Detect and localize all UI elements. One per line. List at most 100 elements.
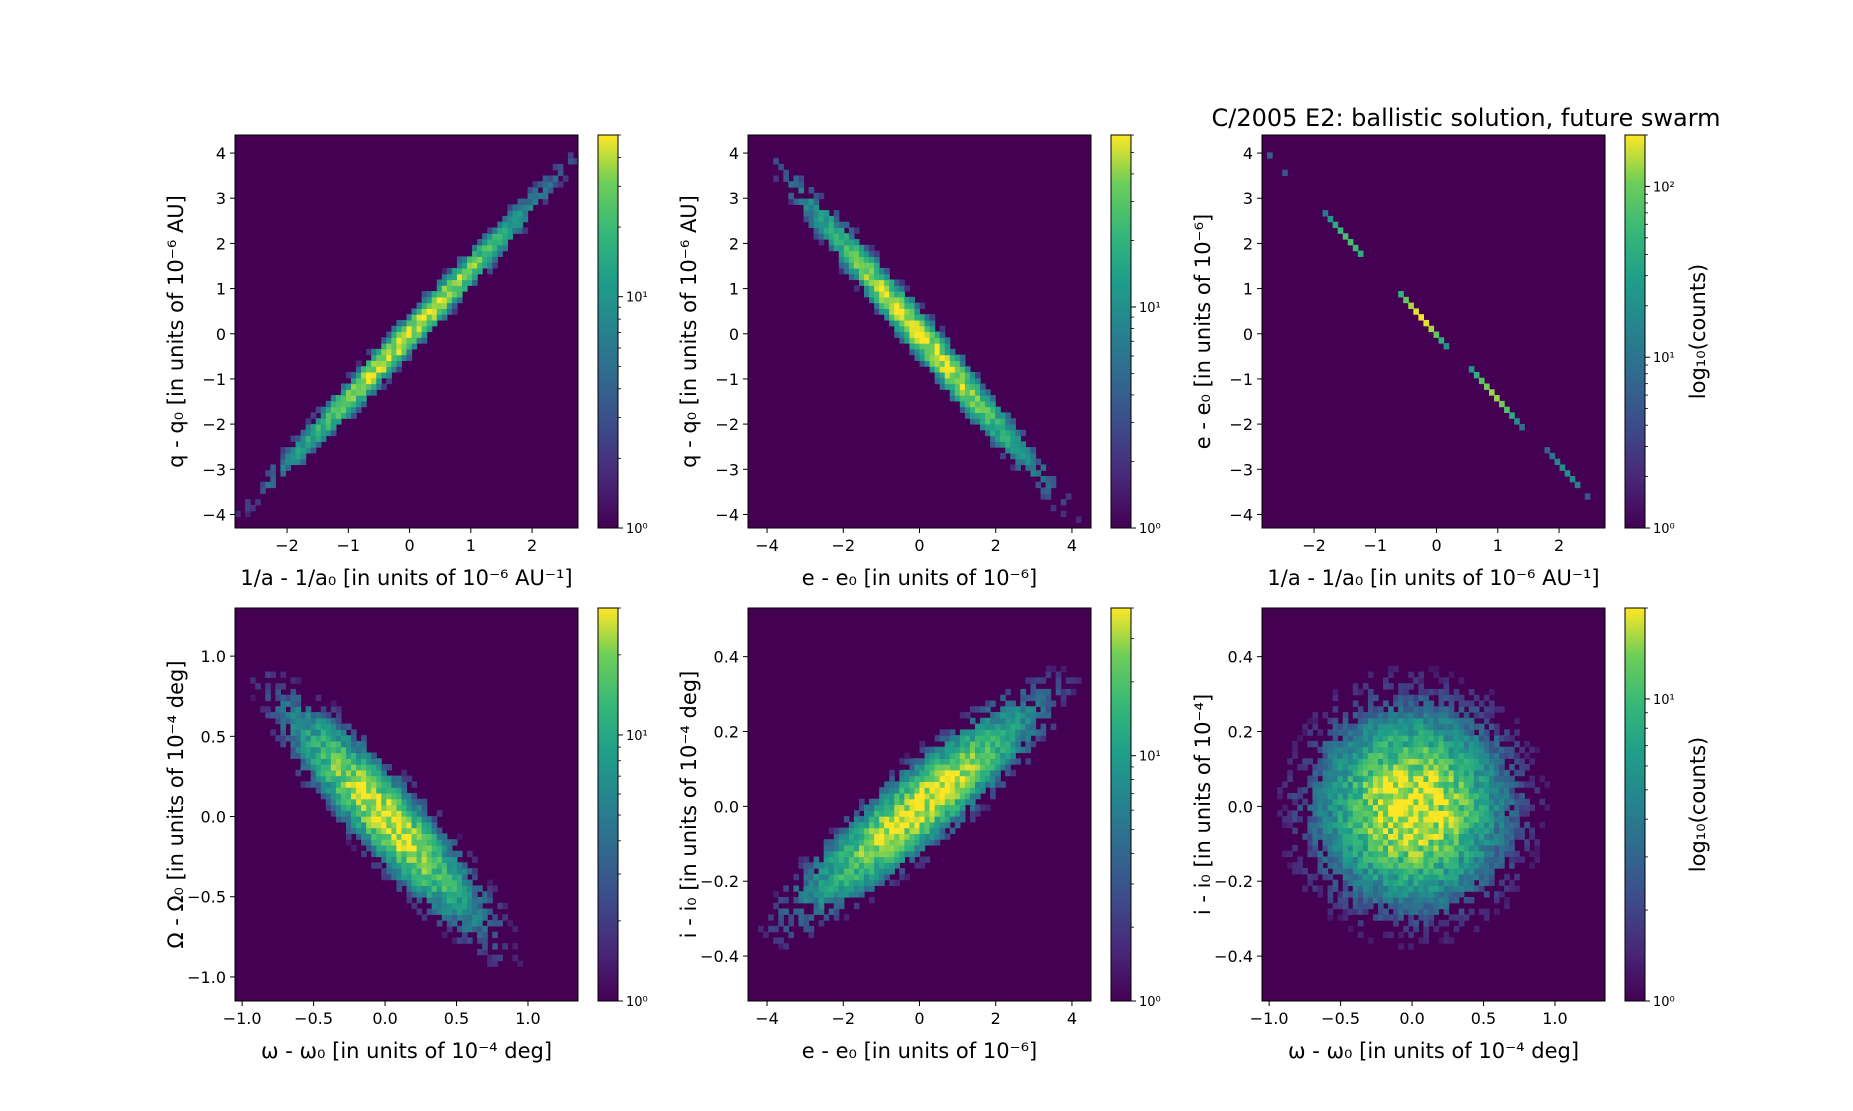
density-cell: [295, 452, 302, 460]
density-cell: [874, 256, 880, 263]
density-cell: [1337, 775, 1344, 782]
density-cell: [1388, 781, 1394, 788]
density-cell: [914, 850, 921, 858]
density-cell: [1352, 816, 1359, 823]
density-cell: [929, 839, 936, 846]
density-cell: [934, 354, 941, 361]
density-cell: [381, 821, 387, 829]
density-cell: [914, 816, 921, 823]
density-cell: [461, 868, 468, 875]
density-cell: [1000, 712, 1006, 719]
y-axis-label: q - q₀ [in units of 10⁻⁶ AU]: [164, 195, 188, 468]
density-cell: [381, 810, 387, 817]
density-cell: [1312, 769, 1319, 777]
density-cell: [351, 775, 357, 782]
density-cell: [1342, 862, 1349, 869]
density-cell: [1453, 879, 1460, 887]
density-cell: [1494, 752, 1500, 759]
colorbar-tick-label: 10²: [1653, 180, 1675, 195]
density-cell: [477, 885, 483, 892]
density-cell: [1463, 821, 1470, 829]
density-cell: [990, 758, 996, 765]
density-cell: [356, 366, 362, 373]
density-cell: [954, 792, 961, 800]
density-cell: [1312, 712, 1319, 719]
density-cell: [1423, 827, 1430, 834]
density-cell: [340, 406, 347, 414]
x-tick-label: −2: [275, 536, 299, 555]
density-cell: [899, 856, 905, 863]
density-cell: [1030, 677, 1037, 684]
density-cell: [1453, 827, 1460, 834]
density-cell: [1372, 850, 1379, 858]
density-cell: [1403, 775, 1409, 782]
y-tick-label: −2: [202, 415, 226, 434]
density-cell: [944, 337, 951, 344]
density-cell: [305, 740, 312, 748]
density-cell: [995, 729, 1001, 736]
density-cell: [1332, 729, 1339, 736]
density-cell: [899, 850, 905, 858]
density-cell: [995, 746, 1001, 754]
density-cell: [1287, 775, 1293, 782]
density-cell: [1337, 850, 1344, 858]
density-cell: [361, 816, 367, 823]
density-cell: [1327, 764, 1334, 771]
density-cell: [974, 787, 981, 794]
density-cell: [974, 792, 981, 800]
density-cell: [1327, 862, 1334, 869]
density-cell: [472, 873, 478, 881]
density-cell: [808, 896, 815, 904]
density-cell: [1383, 914, 1389, 921]
density-cell: [330, 723, 337, 730]
density-cell: [884, 850, 890, 858]
density-cell: [421, 810, 428, 817]
density-cell: [421, 844, 428, 852]
density-cell: [1383, 931, 1389, 939]
density-cell: [1383, 787, 1389, 794]
density-cell: [808, 931, 815, 939]
density-cell: [919, 302, 926, 309]
density-cell: [990, 700, 996, 707]
y-tick-label: 0: [1243, 325, 1253, 344]
density-cell: [330, 798, 337, 806]
density-cell: [361, 758, 367, 765]
density-cell: [411, 827, 418, 834]
density-cell: [401, 827, 408, 834]
density-cell: [1332, 827, 1339, 834]
density-cell: [1383, 827, 1389, 834]
density-cell: [1000, 706, 1006, 713]
density-cell: [477, 239, 483, 246]
density-cell: [1015, 758, 1021, 765]
density-cell: [1342, 816, 1349, 823]
density-cell: [1418, 758, 1425, 765]
density-cell: [1035, 688, 1042, 696]
density-cell: [1287, 792, 1293, 800]
density-cell: [396, 821, 403, 829]
density-cell: [818, 920, 825, 927]
density-cell: [1448, 769, 1455, 777]
density-cell: [1337, 781, 1344, 788]
density-cell: [1367, 891, 1374, 898]
density-cell: [1483, 746, 1490, 754]
density-cell: [944, 758, 951, 765]
density-cell: [335, 729, 342, 736]
density-cell: [245, 504, 251, 512]
density-cell: [1398, 717, 1404, 725]
density-cell: [1357, 758, 1364, 765]
density-cell: [285, 700, 292, 707]
density-cell: [1418, 781, 1425, 788]
density-cell: [1352, 688, 1359, 696]
density-cell: [924, 343, 931, 350]
density-cell: [959, 740, 966, 748]
density-cell: [330, 804, 337, 811]
density-cell: [864, 862, 870, 869]
density-cell: [1499, 787, 1505, 794]
density-cell: [1443, 931, 1450, 939]
density-cell: [995, 758, 1001, 765]
density-cell: [1423, 868, 1430, 875]
density-cell: [275, 706, 281, 713]
density-cell: [487, 233, 493, 240]
density-cell: [386, 354, 392, 361]
